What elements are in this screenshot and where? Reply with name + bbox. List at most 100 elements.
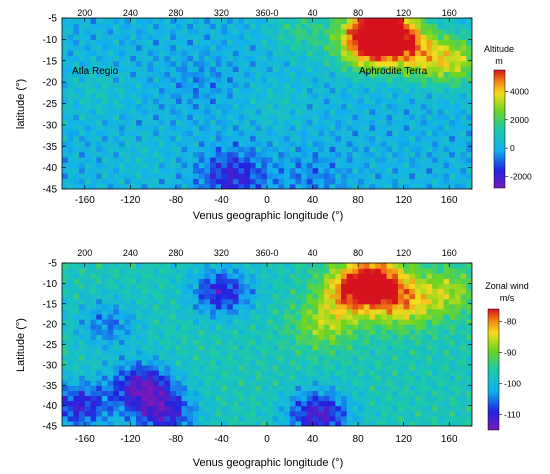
heatmap-cell: [187, 162, 194, 169]
heatmap-cell: [329, 92, 336, 99]
heatmap-cell: [232, 324, 240, 330]
heatmap-cell: [335, 324, 342, 330]
heatmap-cell: [96, 172, 103, 179]
heatmap-cell: [96, 354, 103, 361]
heatmap-cell: [272, 103, 279, 110]
heatmap-cell: [329, 44, 336, 51]
heatmap-cell: [79, 364, 86, 371]
heatmap-cell: [369, 140, 376, 147]
heatmap-cell: [204, 380, 211, 386]
heatmap-cell: [323, 308, 331, 315]
heatmap-cell: [375, 369, 382, 376]
heatmap-cell: [278, 34, 285, 40]
heatmap-cell: [204, 268, 211, 274]
y-tick-label: -45: [43, 422, 58, 433]
heatmap-cell: [164, 183, 171, 189]
heatmap-cell: [386, 50, 393, 56]
heatmap-cell: [272, 66, 279, 73]
heatmap-cell: [255, 39, 262, 46]
heatmap-cell: [386, 156, 393, 163]
heatmap-cell: [341, 130, 348, 137]
heatmap-cell: [415, 263, 422, 269]
heatmap-cell: [289, 50, 297, 56]
heatmap-cell: [346, 140, 354, 147]
heatmap-cell: [244, 162, 251, 169]
heatmap-cell: [84, 60, 92, 67]
heatmap-cell: [164, 354, 171, 361]
heatmap-cell: [187, 354, 194, 361]
y-tick-label: -40: [43, 401, 58, 412]
heatmap-cell: [90, 263, 97, 269]
heatmap-cell: [403, 87, 410, 94]
heatmap-cell: [244, 124, 251, 131]
heatmap-cell: [107, 410, 114, 417]
heatmap-cell: [460, 385, 467, 391]
heatmap-cell: [175, 87, 183, 94]
heatmap-cell: [90, 420, 97, 426]
heatmap-cell: [67, 135, 74, 142]
heatmap-cell: [170, 162, 177, 169]
heatmap-cell: [289, 76, 297, 83]
heatmap-cell: [187, 385, 194, 391]
heatmap-cell: [375, 156, 382, 163]
heatmap-cell: [221, 349, 228, 356]
heatmap-cell: [415, 354, 422, 361]
heatmap-cell: [454, 140, 462, 147]
heatmap-cell: [198, 268, 205, 274]
heatmap-cell: [415, 339, 422, 346]
heatmap-cell: [232, 167, 240, 174]
heatmap-cell: [181, 50, 188, 56]
heatmap-cell: [443, 39, 450, 46]
heatmap-cell: [141, 55, 149, 62]
heatmap-cell: [346, 34, 354, 40]
heatmap-cell: [403, 375, 410, 381]
heatmap-cell: [403, 288, 410, 295]
heatmap-cell: [341, 92, 348, 99]
heatmap-cell: [158, 140, 166, 147]
heatmap-cell: [289, 98, 297, 105]
heatmap-cell: [278, 359, 285, 366]
heatmap-cell: [369, 50, 376, 56]
heatmap-cell: [403, 415, 410, 422]
heatmap-cell: [380, 135, 388, 142]
heatmap-cell: [415, 146, 422, 153]
heatmap-cell: [466, 39, 472, 46]
heatmap-cell: [341, 298, 348, 305]
heatmap-cell: [278, 354, 285, 361]
heatmap-cell: [420, 98, 428, 105]
top-tick-label: 320: [214, 248, 229, 258]
heatmap-cell: [449, 98, 456, 105]
heatmap-cell: [96, 151, 103, 158]
heatmap-cell: [443, 273, 450, 279]
heatmap-cell: [272, 60, 279, 67]
heatmap-cell: [409, 273, 416, 279]
heatmap-cell: [249, 50, 257, 56]
heatmap-cell: [454, 130, 462, 137]
heatmap-cell: [73, 268, 80, 274]
heatmap-cell: [363, 405, 371, 412]
heatmap-cell: [227, 364, 234, 371]
heatmap-cell: [187, 172, 194, 179]
heatmap-cell: [329, 354, 336, 361]
heatmap-cell: [306, 375, 314, 381]
heatmap-cell: [409, 167, 416, 174]
heatmap-cell: [204, 98, 211, 105]
heatmap-cell: [443, 349, 450, 356]
heatmap-cell: [249, 380, 257, 386]
heatmap-cell: [369, 268, 376, 274]
heatmap-cell: [73, 395, 80, 402]
heatmap-cell: [261, 44, 268, 51]
heatmap-cell: [289, 395, 297, 402]
heatmap-cell: [79, 400, 86, 407]
heatmap-cell: [397, 183, 405, 189]
heatmap-cell: [204, 344, 211, 351]
heatmap-cell: [84, 119, 92, 126]
heatmap-cell: [437, 82, 445, 89]
heatmap-cell: [432, 354, 439, 361]
heatmap-cell: [198, 349, 205, 356]
heatmap-cell: [187, 278, 194, 284]
heatmap-cell: [204, 108, 211, 115]
heatmap-cell: [198, 308, 205, 315]
heatmap-cell: [90, 55, 97, 62]
heatmap-cell: [255, 324, 262, 330]
